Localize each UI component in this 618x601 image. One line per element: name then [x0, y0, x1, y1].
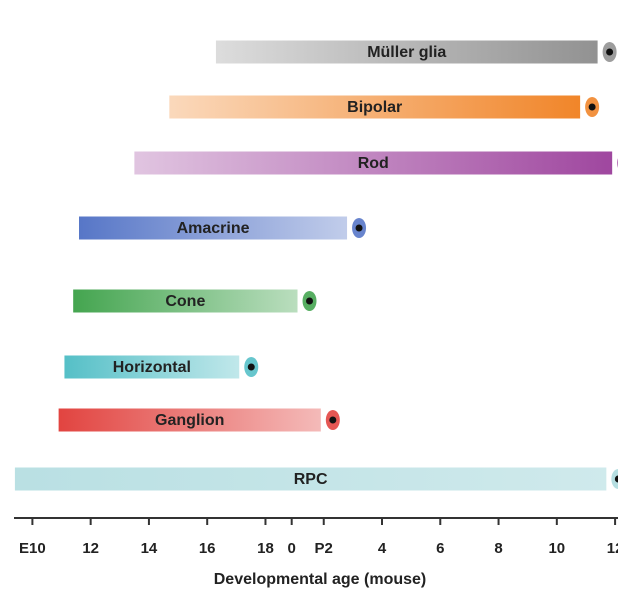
x-tick-label: 14	[141, 540, 158, 557]
bar-label: RPC	[294, 471, 328, 488]
bar	[134, 151, 613, 175]
bar	[14, 467, 607, 491]
x-tick-label: 12	[82, 540, 99, 557]
x-tick-label: E10	[19, 540, 46, 557]
bar-label: Horizontal	[113, 359, 191, 376]
cell-icon	[611, 469, 618, 489]
bar-label: Ganglion	[155, 412, 224, 429]
cell-nucleus	[614, 475, 618, 483]
bar	[79, 216, 348, 240]
x-tick-label: 8	[494, 540, 502, 557]
bar-label: Bipolar	[347, 99, 402, 116]
bar-label: Rod	[358, 155, 389, 172]
bar-label: Müller glia	[367, 44, 446, 61]
cell-nucleus	[247, 363, 255, 371]
x-tick-label: 4	[378, 540, 387, 557]
bar	[58, 408, 321, 432]
cell-nucleus	[606, 48, 614, 56]
x-tick-label: 6	[436, 540, 444, 557]
cell-nucleus	[355, 224, 363, 232]
cell-nucleus	[329, 416, 337, 424]
x-axis-title: Developmental age (mouse)	[214, 571, 427, 588]
x-tick-label: 16	[199, 540, 216, 557]
cell-nucleus	[306, 297, 314, 305]
x-tick-label: 18	[257, 540, 274, 557]
bar-label: Cone	[165, 293, 205, 310]
x-tick-label: P2	[315, 540, 333, 557]
bar	[64, 355, 240, 379]
x-tick-label: 10	[548, 540, 565, 557]
bar	[215, 40, 598, 64]
x-tick-label: 12	[607, 540, 618, 557]
bar-label: Amacrine	[177, 220, 250, 237]
bar	[73, 289, 298, 313]
cell-nucleus	[588, 103, 596, 111]
x-tick-label: 0	[288, 540, 296, 557]
bar	[169, 95, 581, 119]
